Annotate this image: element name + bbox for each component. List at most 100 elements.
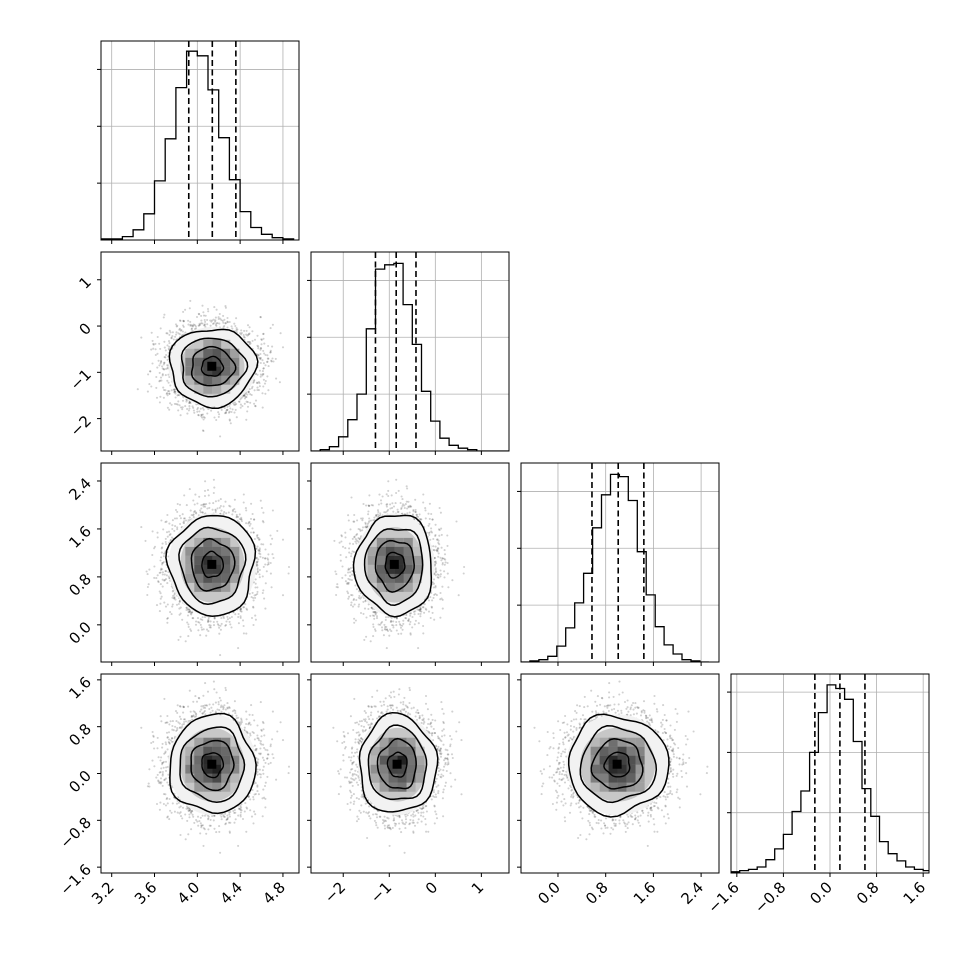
sample-point [217,317,220,321]
sample-point [386,503,389,506]
density-cell [397,746,407,756]
sample-point [193,711,196,714]
sample-point [270,586,273,589]
panel-background [521,463,719,662]
sample-point [380,711,383,714]
density-cell [212,764,222,774]
sample-point [188,813,191,816]
sample-point [201,618,204,621]
sample-point [172,589,175,592]
sample-point [214,319,217,322]
sample-point [240,719,243,722]
sample-point [433,804,436,807]
sample-point [415,809,418,812]
sample-point [421,606,424,609]
sample-point [220,509,223,512]
sample-point [145,570,148,573]
sample-point [262,362,265,365]
sample-point [404,704,407,707]
sample-point [450,753,454,756]
sample-point [401,504,404,508]
sample-point [267,344,270,348]
sample-point [342,754,345,757]
sample-point [439,573,442,576]
sample-point [463,565,466,569]
sample-point [251,789,254,792]
sample-point [375,514,378,517]
sample-point [181,725,184,728]
sample-point [233,498,236,501]
sample-point [182,320,185,323]
sample-point [168,342,171,345]
sample-point [602,832,605,835]
sample-point [178,514,181,517]
sample-point [675,756,678,759]
sample-point [252,798,255,801]
sample-point [254,582,257,585]
sample-point [264,806,267,809]
sample-point [379,715,382,718]
sample-point [271,553,274,556]
sample-point [185,606,188,609]
sample-point [190,613,193,616]
sample-point [389,619,393,622]
sample-point [152,347,155,350]
sample-point [183,520,186,523]
sample-point [136,388,139,391]
sample-point [629,708,632,711]
sample-point [168,392,171,395]
sample-point [170,740,174,743]
histogram-panel [307,251,510,455]
sample-point [367,705,370,708]
sample-point [146,573,149,576]
sample-point [220,622,223,625]
sample-point [218,413,221,416]
sample-point [437,737,440,740]
sample-point [376,717,379,720]
density-cell [367,546,377,556]
sample-point [451,756,454,760]
density-cell [412,546,422,556]
sample-point [239,403,242,406]
sample-point [648,723,651,726]
sample-point [430,530,433,533]
density-cell [406,773,416,783]
sample-point [423,611,426,614]
sample-point [404,710,407,713]
sample-point [159,771,162,774]
sample-point [443,576,446,579]
sample-point [398,822,401,825]
sample-point [176,811,179,814]
sample-point [409,614,412,617]
histogram-panel [517,462,720,666]
sample-point [405,613,408,617]
sample-point [166,344,169,347]
sample-point [150,385,153,388]
sample-point [442,720,445,723]
sample-point [232,402,235,405]
sample-point [430,734,434,737]
sample-point [562,766,565,769]
sample-point [161,761,164,764]
density-cell [185,375,195,385]
sample-point [423,721,426,724]
sample-point [387,817,390,820]
sample-point [187,807,190,810]
sample-point [397,489,400,492]
sample-point [412,810,415,814]
sample-point [339,559,342,562]
sample-point [165,542,168,546]
sample-point [166,603,169,606]
sample-point [418,717,421,720]
density-cell [230,564,240,574]
sample-point [194,511,197,514]
contour-line [179,726,246,803]
sample-point [178,722,181,725]
density-cell [230,375,240,385]
density-cell [385,573,395,583]
sample-point [183,517,186,520]
sample-point [352,793,355,796]
sample-point [263,796,266,799]
sample-point [387,489,390,492]
sample-point [367,504,370,507]
